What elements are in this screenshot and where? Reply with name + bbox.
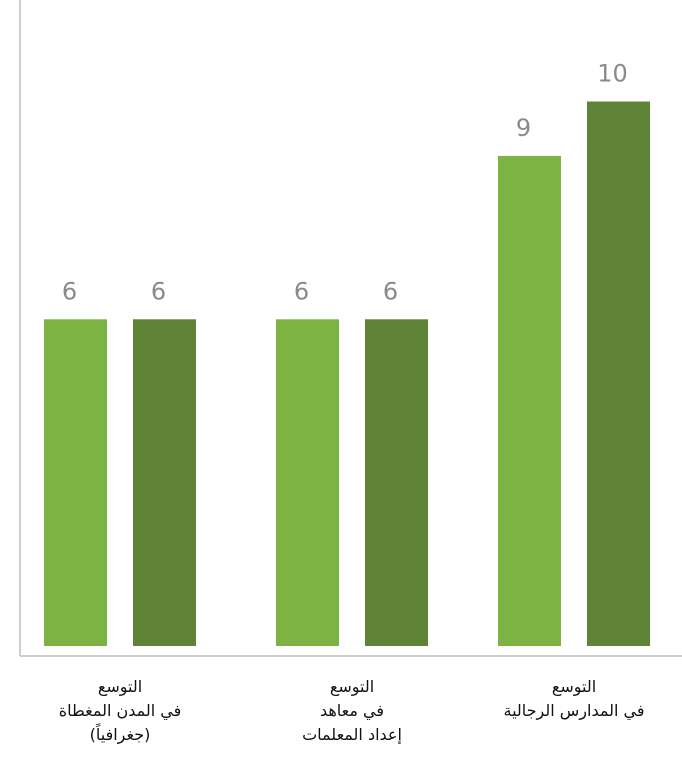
category-label-3-line-1: التوسع [552,677,596,697]
category-label-3-line-2: في المدارس الرجالية [503,701,644,721]
category-label-2-line-3: إعداد المعلمات [302,725,402,744]
category-label-2-line-2: في معاهد [320,701,384,721]
bar-series1-cat2 [276,319,339,646]
value-labels-layer: 6 6 9 6 6 10 [62,60,628,306]
bar-series2-cat2 [365,319,428,646]
category-label-2: التوسع في معاهد إعداد المعلمات [302,677,402,744]
value-label-series1-cat1: 6 [62,277,77,305]
category-label-3: التوسع في المدارس الرجالية [503,677,644,721]
category-label-1: التوسع في المدن المغطاة (جغرافياً) [59,677,182,745]
bar-series2-cat1 [133,319,196,646]
bar-series1-cat1 [44,319,107,646]
category-labels-layer: التوسع في المدن المغطاة (جغرافياً) التوسع في… [59,677,645,745]
value-label-series2-cat3: 10 [597,60,628,88]
bar-series2-cat3 [587,101,650,646]
bar-series1-cat3 [498,155,561,646]
bars-layer [44,101,650,646]
category-label-1-line-1: التوسع [98,677,142,697]
value-label-series2-cat2: 6 [383,277,398,305]
value-label-series2-cat1: 6 [151,277,166,305]
value-label-series1-cat2: 6 [294,277,309,305]
category-label-1-line-3: (جغرافياً) [90,722,151,745]
value-label-series1-cat3: 9 [516,114,531,142]
category-label-1-line-2: في المدن المغطاة [59,701,182,721]
category-label-2-line-1: التوسع [330,677,374,697]
